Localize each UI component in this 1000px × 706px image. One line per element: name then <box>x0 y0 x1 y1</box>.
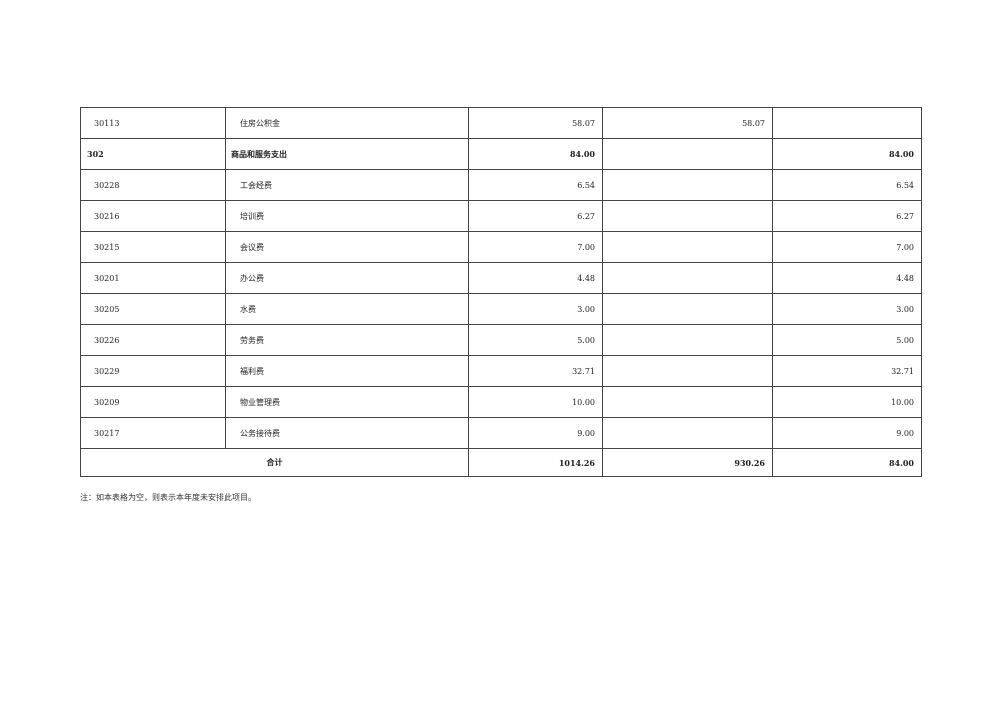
row-basic <box>602 417 773 449</box>
total-amount: 1014.26 <box>468 448 603 477</box>
row-code: 30205 <box>80 293 226 325</box>
row-total: 3.00 <box>468 293 603 325</box>
table-row: 30113 住房公积金 58.07 58.07 <box>80 107 922 139</box>
row-name: 住房公积金 <box>225 107 469 139</box>
total-label: 合计 <box>80 448 469 477</box>
row-total: 84.00 <box>468 138 603 170</box>
row-name: 水费 <box>225 293 469 325</box>
row-code: 30217 <box>80 417 226 449</box>
row-total: 9.00 <box>468 417 603 449</box>
table-row: 30228 工会经费 6.54 6.54 <box>80 169 922 201</box>
row-project: 6.54 <box>772 169 922 201</box>
row-name: 培训费 <box>225 200 469 232</box>
row-project: 6.27 <box>772 200 922 232</box>
row-basic <box>602 262 773 294</box>
row-basic <box>602 355 773 387</box>
row-total: 10.00 <box>468 386 603 418</box>
row-name: 商品和服务支出 <box>225 138 469 170</box>
row-name: 公务接待费 <box>225 417 469 449</box>
row-project: 5.00 <box>772 324 922 356</box>
row-total: 32.71 <box>468 355 603 387</box>
table-row: 30229 福利费 32.71 32.71 <box>80 355 922 387</box>
row-code: 30228 <box>80 169 226 201</box>
row-basic <box>602 200 773 232</box>
row-code: 302 <box>80 138 226 170</box>
row-total: 5.00 <box>468 324 603 356</box>
row-basic <box>602 293 773 325</box>
row-code: 30113 <box>80 107 226 139</box>
row-project: 32.71 <box>772 355 922 387</box>
total-row: 合计 1014.26 930.26 84.00 <box>80 448 922 477</box>
row-name: 办公费 <box>225 262 469 294</box>
total-project: 84.00 <box>772 448 922 477</box>
row-total: 6.54 <box>468 169 603 201</box>
row-name: 工会经费 <box>225 169 469 201</box>
row-basic <box>602 138 773 170</box>
row-project: 4.48 <box>772 262 922 294</box>
row-project: 7.00 <box>772 231 922 263</box>
row-code: 30226 <box>80 324 226 356</box>
row-total: 7.00 <box>468 231 603 263</box>
table-row: 30215 会议费 7.00 7.00 <box>80 231 922 263</box>
table-row: 30209 物业管理费 10.00 10.00 <box>80 386 922 418</box>
row-name: 福利费 <box>225 355 469 387</box>
expenditure-table: 30113 住房公积金 58.07 58.07 302 商品和服务支出 84.00 84.00… <box>80 107 922 477</box>
row-basic <box>602 324 773 356</box>
row-code: 30229 <box>80 355 226 387</box>
row-total: 58.07 <box>468 107 603 139</box>
table-row: 30205 水费 3.00 3.00 <box>80 293 922 325</box>
table-row: 30216 培训费 6.27 6.27 <box>80 200 922 232</box>
row-project: 84.00 <box>772 138 922 170</box>
row-basic: 58.07 <box>602 107 773 139</box>
row-total: 4.48 <box>468 262 603 294</box>
total-basic: 930.26 <box>602 448 773 477</box>
row-name: 物业管理费 <box>225 386 469 418</box>
table-row: 30201 办公费 4.48 4.48 <box>80 262 922 294</box>
row-project: 9.00 <box>772 417 922 449</box>
table-row: 302 商品和服务支出 84.00 84.00 <box>80 138 922 170</box>
row-total: 6.27 <box>468 200 603 232</box>
row-name: 劳务费 <box>225 324 469 356</box>
row-project: 10.00 <box>772 386 922 418</box>
table-row: 30217 公务接待费 9.00 9.00 <box>80 417 922 449</box>
table-note: 注：如本表格为空，则表示本年度未安排此项目。 <box>80 493 256 502</box>
row-code: 30215 <box>80 231 226 263</box>
row-code: 30216 <box>80 200 226 232</box>
row-basic <box>602 169 773 201</box>
row-basic <box>602 386 773 418</box>
row-project: 3.00 <box>772 293 922 325</box>
row-code: 30201 <box>80 262 226 294</box>
row-code: 30209 <box>80 386 226 418</box>
row-basic <box>602 231 773 263</box>
row-project <box>772 107 922 139</box>
table-row: 30226 劳务费 5.00 5.00 <box>80 324 922 356</box>
row-name: 会议费 <box>225 231 469 263</box>
